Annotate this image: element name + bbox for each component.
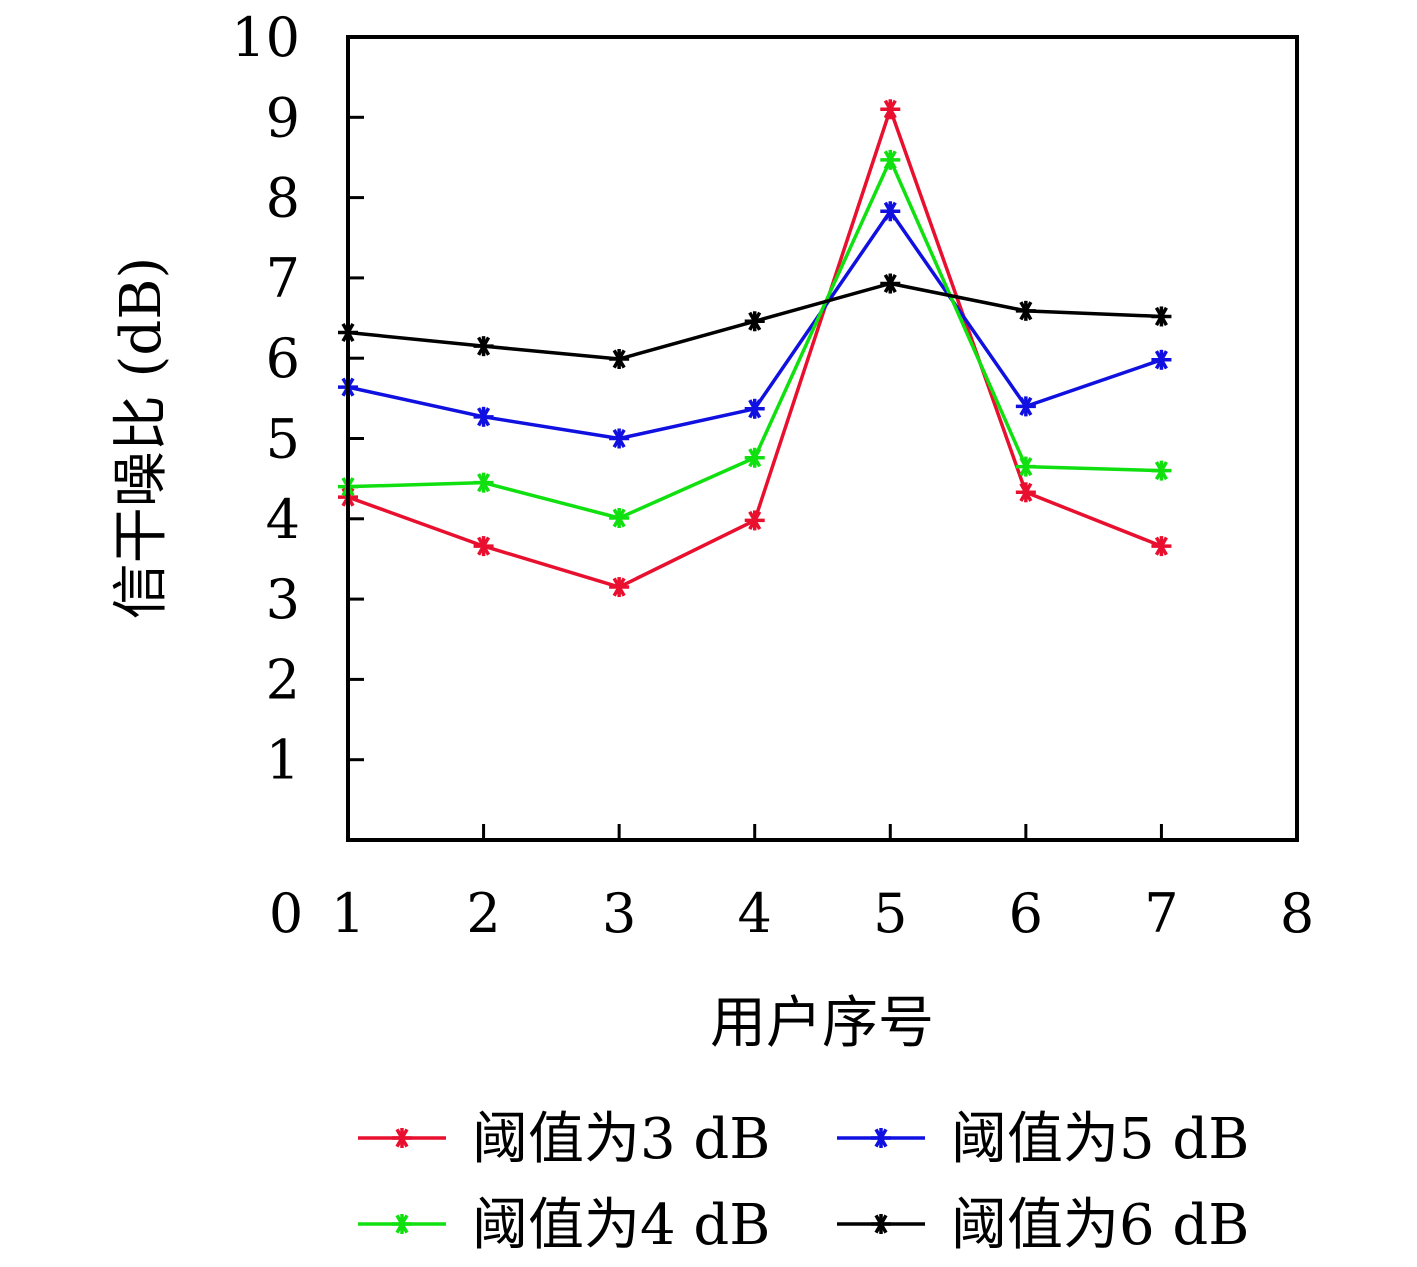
data-point xyxy=(473,472,494,493)
data-point xyxy=(880,149,901,170)
data-point xyxy=(1015,300,1036,321)
legend-entry: 阈值为6 dB xyxy=(837,1193,1249,1258)
data-point xyxy=(871,1128,891,1148)
data-point xyxy=(744,447,765,468)
legend-label: 阈值为5 dB xyxy=(951,1107,1249,1172)
y-tick-label: 8 xyxy=(266,167,300,230)
data-point xyxy=(609,349,630,370)
x-tick-label: 4 xyxy=(738,882,772,945)
legend-label: 阈值为3 dB xyxy=(472,1107,770,1172)
data-point xyxy=(392,1214,412,1234)
legend: 阈值为3 dB 阈值为5 dB 阈值为4 dB 阈值为6 dB xyxy=(358,1107,1249,1258)
data-point xyxy=(609,577,630,598)
x-tick-label: 1 xyxy=(331,882,365,945)
y-tick-label: 1 xyxy=(266,729,300,792)
data-point xyxy=(1151,306,1172,327)
y-tick-label: 2 xyxy=(266,648,300,711)
data-point xyxy=(392,1128,412,1148)
data-point xyxy=(473,336,494,357)
x-tick-label: 8 xyxy=(1280,882,1314,945)
y-tick-label: 4 xyxy=(266,488,300,551)
series-layer xyxy=(338,99,1172,598)
series xyxy=(338,201,1172,449)
legend-entry: 阈值为3 dB xyxy=(358,1107,770,1172)
y-tick-label: 6 xyxy=(266,327,300,390)
data-point xyxy=(609,507,630,528)
data-point xyxy=(880,99,901,120)
x-tick-label: 6 xyxy=(1009,882,1043,945)
y-axis-label: 信干噪比 (dB) xyxy=(109,257,174,620)
y-tick-label: 5 xyxy=(266,408,300,471)
plot-frame xyxy=(346,35,1299,842)
x-tick-label: 5 xyxy=(873,882,907,945)
legend-entry: 阈值为5 dB xyxy=(837,1107,1249,1172)
series xyxy=(338,149,1172,528)
series xyxy=(338,273,1172,370)
x-axis-label: 用户序号 xyxy=(710,991,934,1056)
data-point xyxy=(609,428,630,449)
data-point xyxy=(880,273,901,294)
x-tick-label: 2 xyxy=(466,882,500,945)
legend-label: 阈值为6 dB xyxy=(951,1193,1249,1258)
x-tick-label: 0 xyxy=(269,882,303,945)
y-tick-label: 3 xyxy=(266,568,300,631)
y-tick-label: 10 xyxy=(231,6,300,69)
data-point xyxy=(1151,349,1172,370)
data-point xyxy=(1015,456,1036,477)
y-tick-label: 9 xyxy=(266,86,300,149)
legend-label: 阈值为4 dB xyxy=(472,1193,770,1258)
data-point xyxy=(473,536,494,557)
data-point xyxy=(1015,396,1036,417)
data-point xyxy=(1151,460,1172,481)
data-point xyxy=(744,510,765,531)
legend-entry: 阈值为4 dB xyxy=(358,1193,770,1258)
x-tick-label: 3 xyxy=(602,882,636,945)
y-tick-label: 7 xyxy=(266,247,300,310)
data-point xyxy=(1151,536,1172,557)
series xyxy=(338,99,1172,598)
data-point xyxy=(744,398,765,419)
data-point xyxy=(1015,482,1036,503)
data-point xyxy=(473,406,494,427)
x-tick-label: 7 xyxy=(1144,882,1178,945)
data-point xyxy=(744,311,765,332)
data-point xyxy=(871,1214,891,1234)
data-point xyxy=(880,201,901,222)
